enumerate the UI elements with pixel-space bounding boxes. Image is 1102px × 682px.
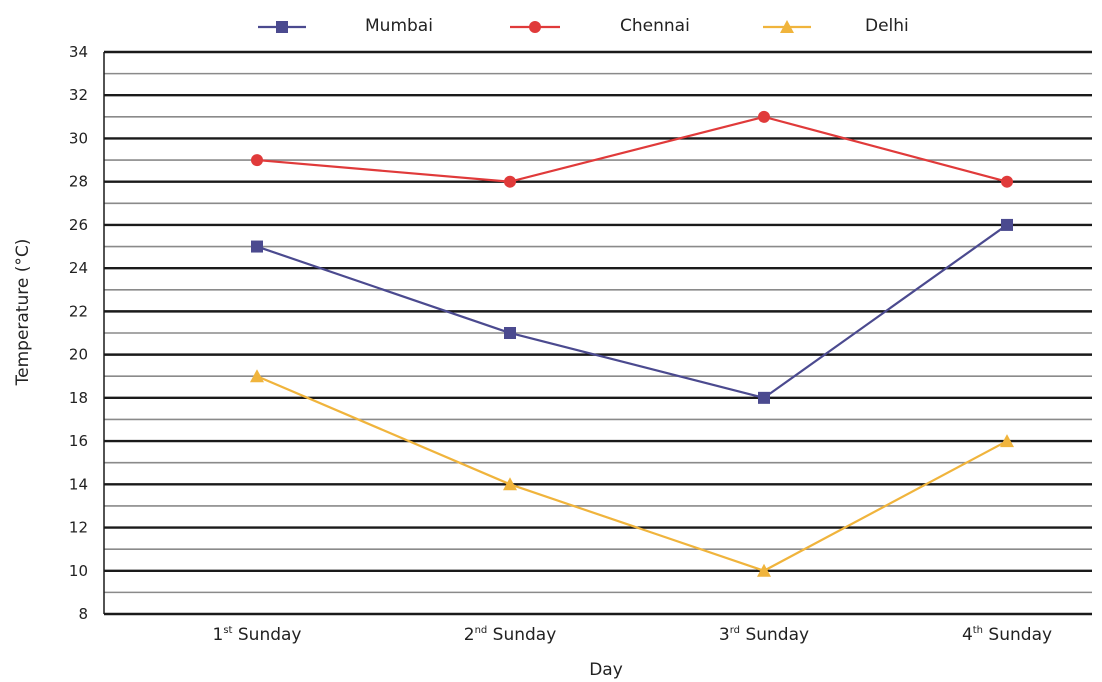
data-point-delhi [757,563,771,577]
y-tick-label: 28 [69,173,88,191]
data-point-delhi [250,369,264,383]
legend-marker-chennai [529,21,541,33]
gridlines [103,50,1092,616]
series-line-mumbai [256,224,1008,400]
data-point-chennai [758,110,770,123]
legend: Mumbai Chennai Delhi [258,16,909,36]
series-line-chennai [256,115,1008,183]
data-point-chennai [251,154,263,167]
y-axis-ticks: 8 10 12 14 16 18 20 22 24 26 28 30 32 34 [69,43,88,623]
data-point-chennai [1001,175,1013,188]
data-point-mumbai [251,240,263,253]
x-tick-label: 3rd Sunday [719,625,809,645]
legend-label-chennai: Chennai [620,16,690,36]
legend-label-delhi: Delhi [865,16,909,36]
data-point-delhi [503,477,517,491]
y-tick-label: 14 [69,475,88,493]
y-tick-label: 8 [78,605,88,623]
series-chennai [251,110,1013,188]
series-group [250,110,1014,577]
y-tick-label: 24 [69,259,88,277]
legend-item-delhi: Delhi [763,16,909,36]
legend-label-mumbai: Mumbai [365,16,433,36]
y-tick-label: 16 [69,432,88,450]
legend-item-chennai: Chennai [510,16,690,36]
y-tick-label: 26 [69,216,88,234]
y-tick-label: 34 [69,43,88,61]
data-point-delhi [1000,434,1014,448]
legend-item-mumbai: Mumbai [258,16,433,36]
series-line-delhi [256,375,1008,572]
y-tick-label: 18 [69,389,88,407]
y-tick-label: 32 [69,86,88,104]
x-tick-label: 2nd Sunday [464,625,557,645]
legend-marker-delhi [780,20,794,33]
y-tick-label: 10 [69,562,88,580]
y-axis-label: Temperature (°C) [13,239,33,387]
x-tick-label: 1st Sunday [213,625,302,645]
y-tick-label: 20 [69,346,88,364]
x-axis-label: Day [589,660,623,680]
data-point-chennai [504,175,516,188]
series-delhi [250,369,1014,577]
series-mumbai [251,218,1013,404]
y-tick-label: 22 [69,302,88,320]
x-axis-ticks: 1st Sunday 2nd Sunday 3rd Sunday 4th Sunday [213,625,1053,645]
data-point-mumbai [758,391,770,404]
y-tick-label: 30 [69,129,88,147]
legend-marker-mumbai [276,21,288,33]
data-point-mumbai [504,327,516,339]
data-point-mumbai [1001,218,1013,231]
y-tick-label: 12 [69,519,88,537]
x-tick-label: 4th Sunday [962,625,1052,645]
